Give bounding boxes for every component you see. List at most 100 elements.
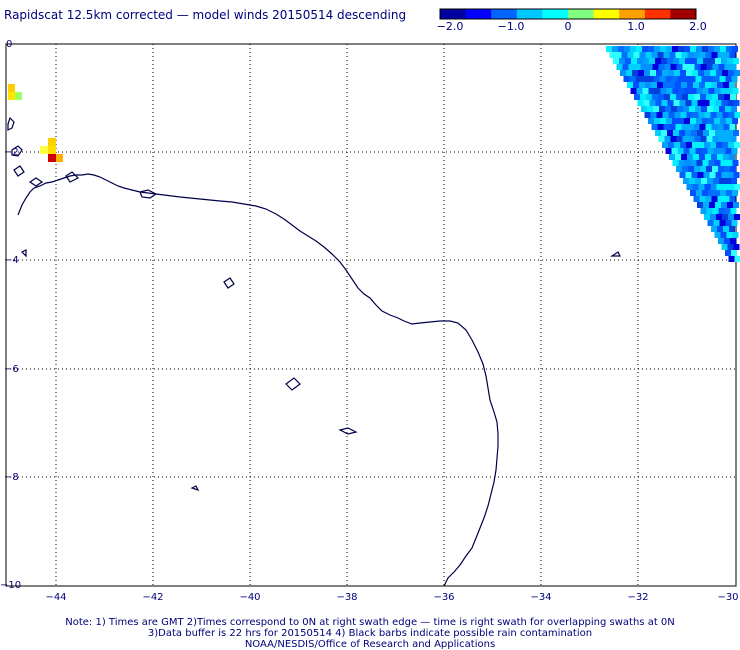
swath-cell [701,106,707,112]
swath-cell [678,46,684,52]
swath-cell [722,142,728,148]
swath-cell [662,112,669,118]
swath-cell [726,118,732,124]
swath-cell [652,64,659,70]
swath-cell [657,52,664,58]
swath-cell [730,94,736,100]
swath-cell [714,160,721,166]
swath-cell [720,88,727,94]
swath-cell [620,70,626,76]
swath-cell [714,118,720,124]
swath-cell [695,148,702,154]
swath-cell [660,118,666,124]
swath-cell [721,58,727,64]
swath-cell [726,190,732,196]
swath-cell [725,76,732,82]
swath-cell [710,184,717,190]
island-coast [28,177,44,187]
swath-cell [684,118,690,124]
lon-label: −36 [433,592,455,603]
swath-cell [678,118,684,124]
map-title: Rapidscat 12.5km corrected — model winds… [4,8,407,22]
swath-cell [679,100,686,106]
swath-cell [651,82,657,88]
swath-cell [702,118,708,124]
swath-cell [633,82,639,88]
swath-cell [699,124,706,130]
swath-cell [643,58,649,64]
swath-cell [655,58,661,64]
swath-cell [703,100,710,106]
swath-cell [697,202,703,208]
swath-cell [708,160,715,166]
swath-cell [709,130,715,136]
swath-cell [648,88,655,94]
swath-cell [685,58,691,64]
island-coast [65,171,80,183]
swath-cell [726,46,732,52]
swath-cell [691,172,698,178]
swath-cell [728,256,735,262]
swath-cell [676,136,683,142]
swath-cell [673,100,680,106]
swath-cell [655,100,662,106]
swath-cell [659,76,666,82]
swath-cell [700,166,706,172]
swath-cell [697,58,703,64]
swath-cell [733,100,740,106]
swath-cell [682,64,689,70]
swath-cell [702,160,709,166]
swath-cell [708,118,714,124]
swath-cell [726,232,733,238]
swath-cell [704,70,710,76]
swath-cell [732,46,738,52]
swath-cell [700,136,707,142]
swath-cell [699,52,706,58]
colorbar-segment [593,9,620,19]
swath-cell [730,166,736,172]
swath-cell [647,76,654,82]
swath-cell [714,88,721,94]
swath-cell [704,142,710,148]
swath-cell [729,82,735,88]
swath-cell [619,58,625,64]
swath-cell [654,46,660,52]
swath-cell [637,100,644,106]
swath-cell [709,58,715,64]
swath-cell [671,76,678,82]
colorbar-frame [439,8,697,20]
swath-cell [663,82,669,88]
lat-label: −8 [4,472,19,483]
swath-cell [694,64,701,70]
swath-cell [725,220,732,226]
swath-cell [681,154,687,160]
swath-cell [715,100,722,106]
swath-cell [712,208,719,214]
swath-cell [660,88,667,94]
swath-cell [704,184,711,190]
swath-cell [720,160,727,166]
swath-cell [661,130,667,136]
swath-cell [727,202,733,208]
wind-cell [40,146,48,154]
swath-cell [724,208,731,214]
swath-cell [656,112,663,118]
swath-cell [706,94,712,100]
swath-cell [631,58,637,64]
swath-cell [696,88,703,94]
swath-cell [716,112,723,118]
swath-cell [691,58,697,64]
lon-label: −34 [530,592,552,603]
swath-cell [672,88,679,94]
swath-cell [732,88,739,94]
colorbar [439,8,697,20]
swath-cell [732,160,739,166]
swath-cell [698,184,705,190]
swath-cell [718,136,725,142]
swath-cell [677,106,683,112]
swath-cell [642,46,648,52]
swath-cell [725,106,731,112]
swath-cell [716,184,723,190]
swath-cell [732,118,738,124]
swath-cell [721,172,728,178]
